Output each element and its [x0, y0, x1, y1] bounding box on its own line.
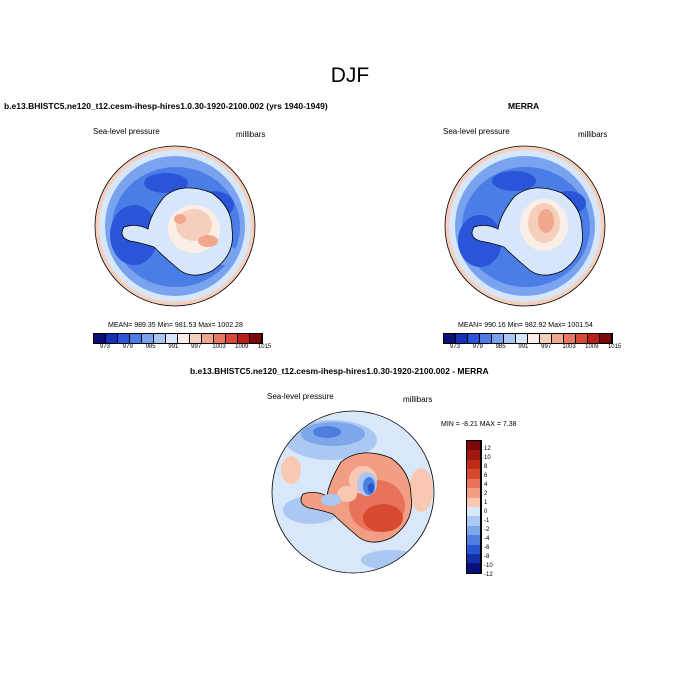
- panel-2-tick: 997: [541, 344, 552, 350]
- panel-3-tick: 4: [484, 482, 488, 488]
- panel-1-tick: 973: [99, 344, 111, 350]
- panel-2-polar-map: [444, 145, 606, 307]
- panel-3-title: b.e13.BHISTC5.ne120_t12.cesm-ihesp-hires…: [190, 366, 489, 376]
- panel-2-tick: 985: [495, 344, 506, 350]
- panel-3-tick: 2: [484, 491, 488, 497]
- colorbar-swatch: [516, 334, 528, 343]
- colorbar-swatch: [106, 334, 118, 343]
- colorbar-swatch: [588, 334, 600, 343]
- panel-2-tick: 973: [449, 344, 461, 350]
- colorbar-swatch: [202, 334, 214, 343]
- figure-title: DJF: [330, 64, 370, 87]
- colorbar-swatch: [467, 525, 481, 536]
- panel-3-tick: 8: [484, 464, 488, 470]
- colorbar-swatch: [94, 334, 106, 343]
- colorbar-swatch: [480, 334, 492, 343]
- panel-2-tick: 1003: [562, 344, 576, 350]
- panel-3-tick: 12: [484, 446, 491, 452]
- panel-1-tick: 1015: [257, 344, 272, 350]
- panel-1-title: b.e13.BHISTC5.ne120_t12.cesm-ihesp-hires…: [4, 101, 328, 111]
- colorbar-swatch: [467, 450, 481, 460]
- colorbar-swatch: [468, 334, 480, 343]
- panel-3-tick: 10: [484, 455, 491, 461]
- colorbar-swatch: [467, 441, 481, 451]
- panel-1-units-label: millibars: [236, 130, 266, 139]
- panel-2-title: MERRA: [508, 101, 540, 111]
- colorbar-swatch: [600, 334, 612, 343]
- colorbar-swatch: [118, 334, 130, 343]
- colorbar-swatch: [467, 497, 481, 507]
- colorbar-swatch: [226, 334, 238, 343]
- colorbar-swatch: [552, 334, 564, 343]
- colorbar-swatch: [142, 334, 154, 343]
- panel-1-colorbar-ticks: 973 979 985 991 997 1003 1009 1015: [93, 344, 271, 352]
- colorbar-swatch: [467, 506, 481, 517]
- panel-1-tick: 979: [122, 344, 133, 350]
- colorbar-swatch: [456, 334, 468, 343]
- panel-1-variable-label: Sea-level pressure: [93, 127, 160, 136]
- colorbar-swatch: [444, 334, 456, 343]
- panel-3-tick: -4: [484, 536, 490, 542]
- colorbar-swatch: [467, 535, 481, 545]
- panel-2-tick: 979: [472, 344, 483, 350]
- colorbar-swatch: [190, 334, 202, 343]
- panel-1-tick: 991: [168, 344, 179, 350]
- panel-1-tick: 997: [191, 344, 202, 350]
- panel-2-variable-label: Sea-level pressure: [443, 127, 510, 136]
- colorbar-swatch: [467, 563, 481, 573]
- panel-3-tick: -1: [484, 518, 490, 524]
- panel-1-tick: 985: [145, 344, 156, 350]
- panel-2-tick: 991: [518, 344, 529, 350]
- panel-3-stats: MIN = -8.21 MAX = 7.38: [441, 421, 517, 428]
- colorbar-swatch: [564, 334, 576, 343]
- panel-3-tick: -10: [484, 563, 493, 569]
- panel-3-tick: -8: [484, 554, 490, 560]
- colorbar-swatch: [238, 334, 250, 343]
- colorbar-swatch: [467, 554, 481, 564]
- panel-3-units-label: millibars: [403, 395, 433, 404]
- panel-2-units-label: millibars: [578, 130, 608, 139]
- panel-2-tick: 1009: [585, 344, 599, 350]
- panel-1-colorbar: [93, 333, 263, 344]
- colorbar-swatch: [467, 488, 481, 498]
- colorbar-swatch: [467, 469, 481, 479]
- colorbar-swatch: [467, 516, 481, 526]
- panel-3-tick: 1: [484, 500, 488, 506]
- colorbar-swatch: [467, 478, 481, 489]
- colorbar-swatch: [214, 334, 226, 343]
- panel-1-polar-map: [94, 145, 256, 307]
- panel-1-tick: 1003: [212, 344, 226, 350]
- colorbar-swatch: [250, 334, 262, 343]
- colorbar-swatch: [166, 334, 178, 343]
- colorbar-swatch: [576, 334, 588, 343]
- panel-3-polar-map: [271, 410, 435, 574]
- panel-3-tick: -12: [484, 572, 493, 578]
- panel-3-tick: -2: [484, 527, 490, 533]
- panel-2-stats: MEAN= 990.16 Min= 982.92 Max= 1001.54: [458, 322, 593, 329]
- panel-3-variable-label: Sea-level pressure: [267, 392, 334, 401]
- panel-3-tick: 6: [484, 473, 488, 479]
- colorbar-swatch: [540, 334, 552, 343]
- panel-1-tick: 1009: [235, 344, 249, 350]
- colorbar-swatch: [492, 334, 504, 343]
- panel-3-tick: -6: [484, 545, 490, 551]
- panel-3-colorbar: [466, 440, 482, 574]
- panel-2-tick: 1015: [607, 344, 622, 350]
- colorbar-swatch: [130, 334, 142, 343]
- colorbar-swatch: [528, 334, 540, 343]
- colorbar-swatch: [467, 544, 481, 555]
- colorbar-swatch: [178, 334, 190, 343]
- colorbar-swatch: [504, 334, 516, 343]
- colorbar-swatch: [154, 334, 166, 343]
- panel-2-colorbar: [443, 333, 613, 344]
- panel-3-colorbar-ticks: 12 10 8 6 4 2 1 0 -1 -2 -4 -6 -8 -10 -12: [484, 440, 504, 578]
- panel-1-stats: MEAN= 989.35 Min= 981.53 Max= 1002.28: [108, 322, 243, 329]
- panel-2-colorbar-ticks: 973 979 985 991 997 1003 1009 1015: [443, 344, 621, 352]
- colorbar-swatch: [467, 459, 481, 470]
- panel-3-tick: 0: [484, 509, 488, 515]
